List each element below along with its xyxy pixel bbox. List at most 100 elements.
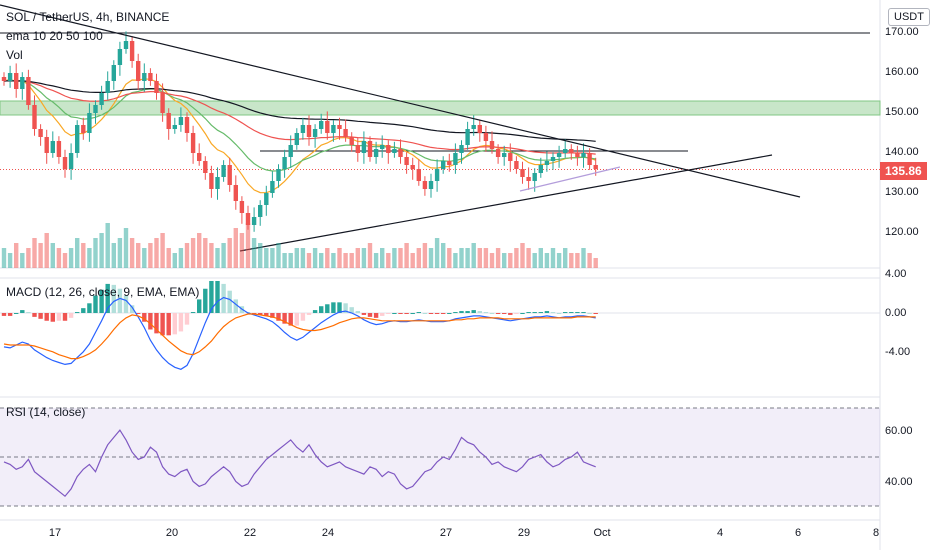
candle — [410, 157, 415, 180]
volume-bar — [136, 243, 141, 268]
candle-body — [520, 169, 525, 177]
candle-body — [190, 133, 196, 153]
macd-histogram-bar — [489, 313, 495, 314]
volume-bar — [416, 248, 421, 268]
volume-bar — [99, 233, 104, 268]
macd-histogram-bar — [123, 295, 129, 313]
rsi-line — [3, 429, 596, 498]
volume-bar — [495, 248, 501, 268]
volume-bar — [68, 248, 74, 268]
price-tick-label: 170.00 — [885, 26, 919, 38]
candle-body — [117, 49, 123, 65]
candle — [62, 149, 68, 178]
candle — [136, 53, 141, 90]
macd-histogram-bar — [288, 313, 293, 326]
candle-body — [404, 157, 409, 165]
candle — [331, 120, 336, 142]
rsi-indicator-label[interactable]: RSI (14, close) — [6, 405, 86, 419]
volume-bar — [367, 243, 373, 268]
volume-bar — [319, 253, 324, 268]
volume-bar — [581, 248, 586, 268]
volume-bar — [380, 248, 385, 268]
macd-histogram-bar — [50, 313, 55, 322]
macd-pane — [0, 280, 880, 370]
candle — [514, 156, 519, 174]
candle — [453, 143, 458, 174]
symbol-title[interactable]: SOL / TetherUS, 4h, BINANCE — [6, 10, 170, 24]
macd-histogram-bar — [514, 313, 519, 314]
ema-10-line — [3, 78, 596, 194]
candle — [428, 173, 434, 198]
candle — [282, 149, 287, 178]
price-tick-label: 150.00 — [885, 106, 919, 118]
volume-bar — [386, 253, 391, 268]
time-tick-label: 24 — [321, 527, 335, 539]
candle-body — [312, 129, 318, 137]
candle-body — [258, 205, 263, 217]
candle — [563, 139, 568, 158]
candle-body — [581, 153, 586, 157]
time-tick-label: 29 — [517, 527, 531, 539]
candle-body — [184, 117, 190, 133]
volume-bar — [587, 253, 592, 268]
macd-histogram-bar — [172, 313, 177, 335]
candle — [416, 159, 421, 186]
volume-bar — [203, 238, 208, 268]
volume-bar — [215, 248, 220, 268]
volume-bar — [398, 248, 403, 268]
volume-bar — [502, 253, 507, 268]
macd-histogram-bar — [544, 311, 550, 313]
candle-body — [508, 153, 513, 161]
volume-bar — [270, 248, 275, 268]
candle — [355, 137, 360, 162]
candle-body — [386, 145, 391, 153]
macd-histogram-bar — [233, 299, 238, 313]
candle — [337, 117, 342, 140]
macd-histogram-bar — [270, 313, 275, 318]
candle — [87, 103, 92, 142]
volume-bar — [428, 248, 434, 268]
macd-indicator-label[interactable]: MACD (12, 26, close, 9, EMA, EMA) — [6, 285, 200, 299]
candle-body — [99, 93, 104, 105]
candle — [361, 131, 367, 164]
candle — [26, 69, 31, 110]
macd-histogram-bar — [184, 313, 190, 325]
last-price-tag: 135.86 — [880, 162, 927, 180]
candle-body — [288, 145, 293, 157]
candle — [178, 107, 184, 132]
candle — [447, 153, 452, 172]
candle-body — [428, 181, 434, 189]
macd-histogram-bar — [148, 313, 153, 330]
candle-body — [483, 133, 489, 141]
candle-body — [459, 145, 464, 153]
volume-bar — [392, 248, 397, 268]
candle-body — [447, 161, 452, 165]
candle — [221, 160, 226, 182]
candle — [441, 156, 446, 174]
macd-histogram-bar — [117, 288, 123, 313]
volume-bar — [520, 243, 525, 268]
ema-indicator-label[interactable]: ema 10 20 50 100 — [6, 29, 103, 43]
candle — [489, 131, 495, 154]
candle-body — [166, 113, 171, 129]
candle — [556, 145, 562, 168]
time-tick-label: 22 — [243, 527, 257, 539]
candle — [343, 119, 348, 142]
macd-histogram-bar — [300, 313, 306, 321]
candle-body — [441, 161, 446, 169]
volume-bar — [160, 233, 165, 268]
currency-badge[interactable]: USDT — [888, 8, 930, 26]
volume-indicator-label[interactable]: Vol — [6, 48, 23, 62]
macd-histogram-bar — [160, 313, 165, 336]
candle-body — [142, 73, 147, 81]
candle — [434, 159, 440, 192]
macd-histogram-bar — [355, 311, 360, 313]
candle — [575, 145, 580, 166]
candle-body — [367, 141, 373, 157]
volume-bar — [258, 243, 263, 268]
candle-body — [575, 153, 580, 157]
macd-histogram-bar — [343, 303, 348, 313]
candle — [569, 144, 574, 160]
candle-body — [245, 213, 251, 225]
